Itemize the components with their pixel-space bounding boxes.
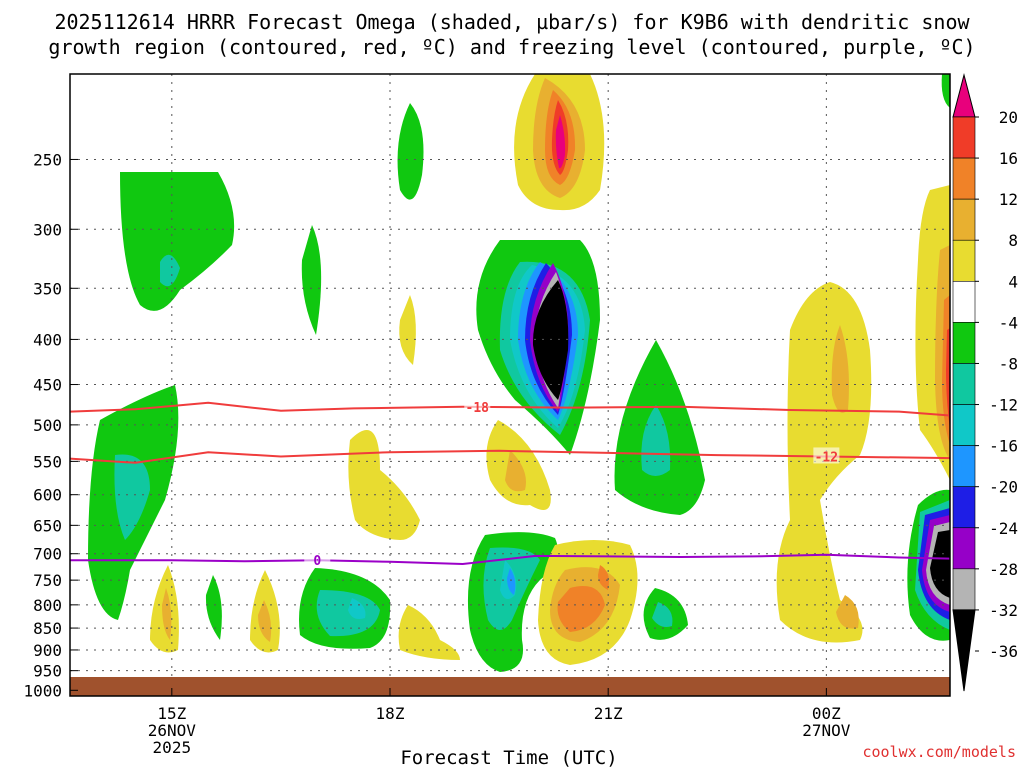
omega-field-area <box>258 600 272 642</box>
chart-title-line-1: 2025112614 HRRR Forecast Omega (shaded, … <box>54 10 970 34</box>
colorbar-segment <box>952 363 976 405</box>
colorbar-segment <box>952 239 976 282</box>
colorbar-tick-label: 4 <box>1008 272 1018 291</box>
colorbar-top-arrow <box>952 73 976 118</box>
colorbar-segment <box>952 486 976 529</box>
contour-label-background <box>304 551 331 568</box>
colorbar-tick-label: -32 <box>989 601 1018 620</box>
omega-field-area <box>397 103 424 200</box>
omega-field-area <box>507 568 516 595</box>
omega-field-area <box>205 575 222 640</box>
y-tick-label: 950 <box>33 662 62 681</box>
y-tick-label: 250 <box>33 150 62 169</box>
omega-field-area <box>555 115 566 169</box>
chart-title-line-2: growth region (contoured, red, ºC) and f… <box>48 35 975 59</box>
y-tick-label: 800 <box>33 596 62 615</box>
omega-field-area <box>399 295 416 365</box>
y-tick-label: 750 <box>33 571 62 590</box>
credit-text: coolwx.com/models <box>862 743 1016 761</box>
omega-field-area <box>641 405 671 476</box>
y-tick-label: 850 <box>33 619 62 638</box>
colorbar-segment <box>952 568 976 611</box>
y-tick-label: 650 <box>33 516 62 535</box>
colorbar-segment <box>952 157 976 200</box>
grid-lines <box>70 74 950 677</box>
colorbar-tick-label: -4 <box>999 313 1018 332</box>
freezing-level-0C-contour-label: 0 <box>313 554 321 569</box>
omega-field-area <box>836 595 859 629</box>
colorbar-tick-label: 20 <box>999 108 1018 127</box>
y-tick-label: 450 <box>33 376 62 395</box>
omega-field-area <box>946 328 950 430</box>
ground-surface <box>70 677 950 696</box>
omega-field-area <box>398 605 460 660</box>
y-tick-label: 400 <box>33 330 62 349</box>
contour-label-background <box>813 447 840 464</box>
contour-labels: -18 -12 0 <box>304 397 840 569</box>
y-tick-label: 1000 <box>23 681 62 700</box>
colorbar-tick-label: -20 <box>989 478 1018 497</box>
x-tick-label: 18Z <box>376 704 405 723</box>
colorbar-tick-label: -36 <box>989 642 1018 661</box>
colorbar-segment <box>952 527 976 570</box>
omega-field-area <box>505 450 526 492</box>
y-tick-label: 700 <box>33 545 62 564</box>
minus-18C-contour-line <box>70 401 950 417</box>
omega-field-area <box>930 530 950 598</box>
y-tick-label: 550 <box>33 452 62 471</box>
omega-field-area <box>348 430 420 540</box>
x-tick-date-label: 26NOV <box>148 721 197 740</box>
omega-field-area <box>120 172 235 311</box>
omega-field-area <box>941 74 950 108</box>
x-axis: 15Z26NOV202518Z21Z00Z27NOV03Z06Z <box>148 688 851 757</box>
colorbar-segment <box>952 322 976 364</box>
colorbar-tick-label: -28 <box>989 560 1018 579</box>
omega-field-area <box>831 325 849 413</box>
y-tick-label: 350 <box>33 279 62 298</box>
omega-field-area <box>652 602 673 627</box>
colorbar: 20 16 12 8 4 -4 -8 -12 -16 -20 -24 -28 -32 -36 <box>952 73 1018 692</box>
omega-shading-layer <box>88 74 950 672</box>
minus-18C-contour-label: -18 <box>466 401 490 416</box>
omega-field-area <box>316 590 380 637</box>
omega-field-area <box>532 280 569 400</box>
x-tick-date-label: 27NOV <box>802 721 851 740</box>
colorbar-tick-label: 8 <box>1008 231 1018 250</box>
omega-field-area <box>114 454 150 540</box>
omega-field-area <box>598 565 609 590</box>
y-tick-label: 300 <box>33 220 62 239</box>
colorbar-tick-label: -12 <box>989 396 1018 415</box>
omega-field-area <box>160 254 180 287</box>
colorbar-tick-label: -8 <box>999 354 1018 373</box>
colorbar-tick-label: -24 <box>989 519 1018 538</box>
colorbar-tick-label: -16 <box>989 437 1018 456</box>
minus-12C-contour-label: -12 <box>815 450 838 465</box>
y-tick-label: 500 <box>33 416 62 435</box>
omega-field-area <box>557 586 605 632</box>
y-tick-label: 900 <box>33 641 62 660</box>
colorbar-segment <box>952 198 976 241</box>
colorbar-segment <box>952 116 976 159</box>
plot-frame <box>69 73 951 697</box>
colorbar-bottom-arrow <box>952 609 976 692</box>
colorbar-segment <box>952 404 976 446</box>
colorbar-segment <box>952 281 976 323</box>
omega-field-area <box>162 588 172 640</box>
y-axis: 250 300 350 400 450 500 550 600 650 700 750 800 850 9… <box>23 150 78 700</box>
x-tick-label: 21Z <box>594 704 623 723</box>
omega-field-area <box>348 598 366 619</box>
minus-12C-contour-line <box>70 449 950 464</box>
x-tick-label: 15Z <box>157 704 186 723</box>
x-axis-title: Forecast Time (UTC) <box>400 747 617 768</box>
omega-field-area <box>301 225 322 335</box>
x-tick-year-label: 2025 <box>153 738 192 757</box>
colorbar-tick-label: 12 <box>999 190 1018 209</box>
colorbar-segment <box>952 445 976 487</box>
x-tick-label: 00Z <box>812 704 841 723</box>
colorbar-tick-label: 16 <box>999 149 1018 168</box>
y-tick-label: 600 <box>33 486 62 505</box>
contour-label-background <box>464 397 491 414</box>
